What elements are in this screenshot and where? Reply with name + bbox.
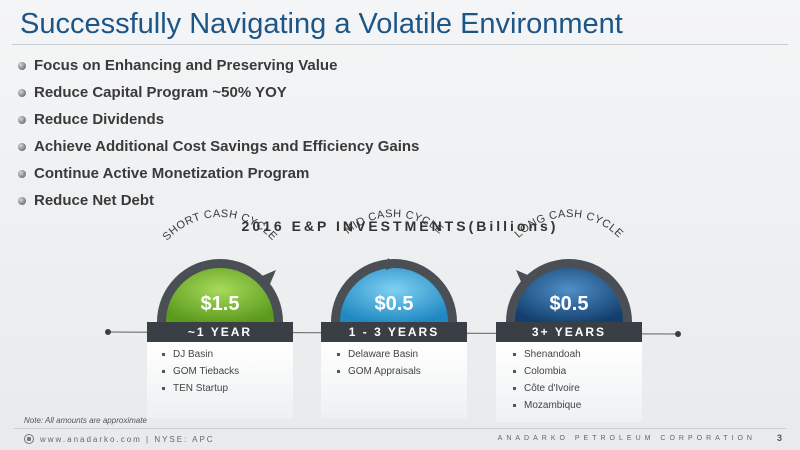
project-list-mid: Delaware Basin GOM Appraisals xyxy=(337,346,421,380)
gauge-arrow-icon xyxy=(262,270,276,284)
list-item: Shenandoah xyxy=(513,346,581,363)
duration-long-cycle: 3+ YEARS xyxy=(496,322,642,342)
bullet-text: Reduce Capital Program ~50% YOY xyxy=(34,84,287,101)
list-item: Mozambique xyxy=(513,397,581,414)
gauge-arrow-icon xyxy=(516,270,530,284)
bullet-square-icon xyxy=(513,370,516,373)
amount-long-cycle: $0.5 xyxy=(550,293,589,315)
investments-heading: 2016 E&P INVESTMENTS(Billions) xyxy=(241,218,559,234)
bullet-item: Achieve Additional Cost Savings and Effi… xyxy=(18,133,419,160)
project-name: GOM Appraisals xyxy=(348,366,421,377)
bullet-item: Focus on Enhancing and Preserving Value xyxy=(18,52,419,79)
gauge-fill xyxy=(340,268,448,322)
project-name: GOM Tiebacks xyxy=(173,366,240,377)
duration-short-cycle: ~1 YEAR xyxy=(147,322,293,342)
footer-website-text[interactable]: www.anadarko.com | NYSE: APC xyxy=(40,434,215,444)
gauge-fill xyxy=(166,268,274,322)
amount-short-cycle: $1.5 xyxy=(201,293,240,315)
bullet-square-icon xyxy=(337,353,340,356)
gauge-mid-cycle: $0.5 MID CASH CYCLE xyxy=(331,208,457,322)
arc-label-mid-cycle: MID CASH CYCLE xyxy=(342,208,445,237)
bullet-icon xyxy=(18,196,26,205)
list-item: GOM Appraisals xyxy=(337,363,421,380)
bullet-square-icon xyxy=(513,387,516,390)
footer-website: www.anadarko.com | NYSE: APC xyxy=(24,434,215,444)
bullet-item: Continue Active Monetization Program xyxy=(18,160,419,187)
arc-label-text: LONG CASH CYCLE xyxy=(512,208,625,241)
project-list-short: DJ Basin GOM Tiebacks TEN Startup xyxy=(162,346,239,397)
bullet-square-icon xyxy=(513,353,516,356)
detail-panel-short xyxy=(147,342,293,418)
bullet-text: Achieve Additional Cost Savings and Effi… xyxy=(34,138,420,155)
arc-label-long-cycle: LONG CASH CYCLE xyxy=(512,208,625,241)
duration-mid-cycle: 1 - 3 YEARS xyxy=(321,322,467,342)
bullet-text: Focus on Enhancing and Preserving Value xyxy=(34,57,338,74)
footnote: Note: All amounts are approximate xyxy=(24,416,147,425)
bullet-icon xyxy=(18,115,26,124)
bullet-square-icon xyxy=(337,370,340,373)
bullet-item: Reduce Dividends xyxy=(18,106,419,133)
arc-label-text: SHORT CASH CYCLE xyxy=(161,208,279,243)
amount-mid-cycle: $0.5 xyxy=(375,293,414,315)
gauge-long-cycle: $0.5 LONG CASH CYCLE xyxy=(506,208,632,322)
list-item: Colombia xyxy=(513,363,581,380)
project-name: Shenandoah xyxy=(524,349,581,360)
bullet-icon xyxy=(18,169,26,178)
gauge-short-cycle: $1.5 SHORT CASH CYCLE xyxy=(157,208,283,322)
list-item: Côte d'Ivoire xyxy=(513,380,581,397)
bullet-icon xyxy=(18,142,26,151)
slide-title: Successfully Navigating a Volatile Envir… xyxy=(20,8,623,40)
bullet-item: Reduce Net Debt xyxy=(18,187,419,214)
list-item: GOM Tiebacks xyxy=(162,363,239,380)
company-logo-icon xyxy=(24,434,34,444)
footer-divider xyxy=(14,428,786,429)
bullet-icon xyxy=(18,61,26,70)
list-item: Delaware Basin xyxy=(337,346,421,363)
project-name: DJ Basin xyxy=(173,349,214,360)
page-number: 3 xyxy=(776,433,782,443)
list-item: TEN Startup xyxy=(162,380,239,397)
timeline-end-dot xyxy=(675,331,681,337)
project-name: Colombia xyxy=(524,366,567,377)
gauge-fill xyxy=(515,268,623,322)
detail-panel-long xyxy=(496,342,642,422)
bullet-list: Focus on Enhancing and Preserving Value … xyxy=(18,52,419,214)
bullet-item: Reduce Capital Program ~50% YOY xyxy=(18,79,419,106)
gauge-arrow-icon xyxy=(386,258,398,270)
project-name: TEN Startup xyxy=(173,383,229,394)
project-name: Côte d'Ivoire xyxy=(524,383,580,394)
arc-label-short-cycle: SHORT CASH CYCLE xyxy=(161,208,280,243)
bullet-square-icon xyxy=(162,387,165,390)
bullet-icon xyxy=(18,88,26,97)
arc-label-text: MID CASH CYCLE xyxy=(342,208,445,237)
list-item: DJ Basin xyxy=(162,346,239,363)
footer-company-name: ANADARKO PETROLEUM CORPORATION xyxy=(497,435,756,442)
bullet-text: Continue Active Monetization Program xyxy=(34,165,310,182)
bullet-square-icon xyxy=(513,404,516,407)
timeline-start-dot xyxy=(105,329,111,335)
bullet-text: Reduce Dividends xyxy=(34,111,165,128)
bullet-square-icon xyxy=(162,353,165,356)
project-name: Mozambique xyxy=(524,400,582,411)
project-name: Delaware Basin xyxy=(348,349,419,360)
project-list-long: Shenandoah Colombia Côte d'Ivoire Mozamb… xyxy=(513,346,581,414)
bullet-square-icon xyxy=(162,370,165,373)
title-divider xyxy=(12,44,788,45)
detail-panel-mid xyxy=(321,342,467,418)
bullet-text: Reduce Net Debt xyxy=(34,192,155,209)
